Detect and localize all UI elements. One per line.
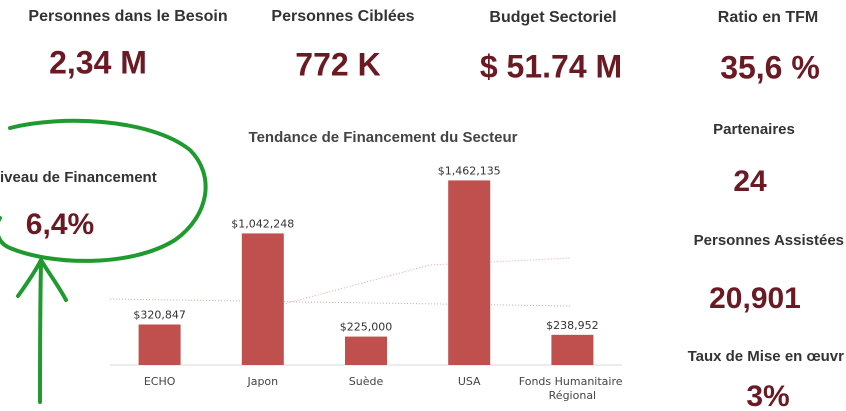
kpi-value: 35,6 % <box>720 49 820 85</box>
kpi-value: 2,34 M <box>49 44 147 80</box>
kpi-title: Personnes dans le Besoin <box>28 8 227 25</box>
kpi-value: 3% <box>746 380 789 411</box>
kpi-title: Budget Sectoriel <box>489 9 616 26</box>
bar <box>345 336 387 365</box>
kpi-value: 6,4% <box>26 208 94 241</box>
kpi-value: 772 K <box>295 46 380 82</box>
x-tick-label: ECHO <box>144 375 176 388</box>
x-tick-label: Japon <box>246 375 278 388</box>
bar <box>138 324 181 365</box>
kpi-value: 24 <box>733 165 767 198</box>
data-label: $238,952 <box>546 319 599 332</box>
kpi-title: Partenaires <box>713 121 795 138</box>
bar <box>448 180 491 365</box>
data-label: $320,847 <box>133 308 186 321</box>
kpi-title: iveau de Financement <box>0 169 157 186</box>
kpi-title: Personnes Assistées <box>694 232 844 249</box>
kpi-title: Taux de Mise en œuvr <box>688 348 845 365</box>
annotation-circle <box>0 118 208 263</box>
data-label: $225,000 <box>340 321 393 334</box>
annotation-arrow <box>16 255 68 404</box>
x-tick-label: Fonds Humanitaire Régional <box>519 375 626 402</box>
kpi-title: Personnes Ciblées <box>271 8 414 25</box>
kpi-value: $ 51.74 M <box>480 48 622 84</box>
kpi-value: 20,901 <box>709 282 801 315</box>
data-label: $1,042,248 <box>231 217 294 230</box>
trend-line <box>109 298 571 307</box>
x-tick-label: USA <box>458 375 481 388</box>
bar <box>551 334 594 365</box>
chart-title: Tendance de Financement du Secteur <box>249 129 518 146</box>
kpi-title: Ratio en TFM <box>718 9 818 26</box>
data-label: $1,462,135 <box>438 164 501 177</box>
trend-line <box>279 257 571 306</box>
x-tick-label: Suède <box>349 375 384 388</box>
bar <box>241 233 284 365</box>
